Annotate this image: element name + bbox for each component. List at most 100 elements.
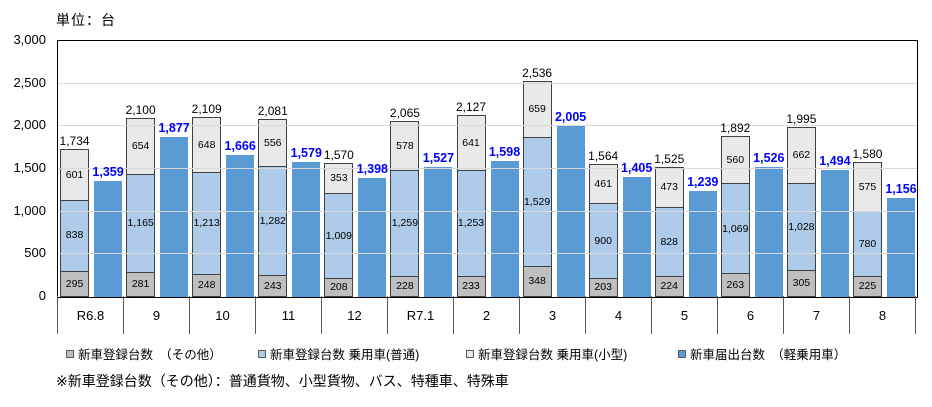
legend-item: 新車届出台数 （軽乗用車）	[678, 344, 846, 363]
bar-segment-top: 575	[853, 163, 881, 211]
stacked-bar: 1,525 473 828 224	[654, 152, 684, 297]
bar-segment-middle: 1,529	[523, 137, 551, 266]
total-label: 2,536	[522, 66, 553, 80]
x-axis-label: 7	[783, 296, 849, 334]
bar-segment-top: 641	[457, 116, 485, 170]
segment-value-label: 1,009	[325, 229, 352, 242]
stacked-bar: 1,570 353 1,009 208	[324, 148, 354, 297]
reported-value-label: 1,666	[224, 139, 256, 153]
category-column: 2,065 578 1,259 228 1,527	[388, 41, 454, 297]
bar-segment-middle: 838	[61, 199, 89, 271]
y-axis: 0 500 1,000 1,500 2,000 2,500 3,000	[0, 0, 50, 407]
x-axis-label: 3	[519, 296, 585, 334]
segment-value-label: 1,069	[722, 222, 749, 235]
reported-value-label: 1,598	[488, 145, 521, 159]
stacked-bar: 2,127 641 1,253 233	[456, 100, 486, 297]
category-column: 1,564 461 900 203 1,405	[587, 41, 653, 297]
category-column: 2,109 648 1,213 248 1,666	[190, 41, 256, 297]
bar-segment-middle: 1,028	[787, 183, 815, 270]
y-axis-label: 0	[38, 288, 46, 303]
bar-segment-bottom: 348	[523, 265, 551, 296]
bar-segment-bottom: 208	[325, 277, 353, 296]
bar-segment-middle: 1,282	[259, 166, 287, 275]
segment-value-label: 1,213	[193, 217, 220, 230]
total-label: 1,734	[59, 134, 90, 148]
gridline	[58, 253, 917, 255]
segment-value-label: 1,028	[788, 220, 815, 233]
category-column: 1,892 560 1,069 263 1,526	[719, 41, 785, 297]
bar-segment-middle: 828	[655, 207, 683, 277]
segment-value-label: 601	[65, 168, 84, 181]
category-column: 1,570 353 1,009 208 1,398	[322, 41, 388, 297]
category-column: 1,525 473 828 224 1,239	[653, 41, 719, 297]
bar-segment-middle: 1,253	[457, 169, 485, 276]
segment-value-label: 900	[594, 234, 612, 247]
total-label: 1,995	[786, 112, 817, 126]
segment-value-label: 473	[660, 181, 678, 194]
x-axis: R6.8 9 10 11 12 R7.1 2 3 4 5 6 7 8	[57, 296, 916, 334]
total-label: 1,580	[852, 147, 883, 161]
bar-segment-bottom: 203	[589, 278, 617, 297]
legend-label: 新車登録台数 乗用車(普通)	[270, 348, 420, 362]
bar-segment-top: 648	[193, 118, 221, 173]
bar-segment-bottom: 281	[127, 271, 155, 296]
reported-value-label: 1,526	[753, 151, 785, 165]
gridline	[58, 125, 917, 127]
legend-label: 新車登録台数 乗用車(小型)	[478, 348, 628, 362]
stacked-bar: 2,065 578 1,259 228	[390, 106, 420, 297]
bar-segment-middle: 1,009	[325, 193, 353, 278]
bar-segment-bottom: 228	[391, 276, 419, 296]
segment-value-label: 1,253	[457, 216, 485, 229]
stacked-bar: 2,081 556 1,282 243	[258, 104, 288, 297]
x-axis-label: 9	[123, 296, 189, 334]
bar-segment-top: 654	[127, 119, 155, 174]
unit-label: 単位：台	[56, 12, 116, 28]
reported-value-label: 1,405	[621, 161, 653, 175]
reported-value-label: 1,494	[819, 154, 851, 168]
total-label: 1,892	[720, 121, 751, 135]
y-axis-label: 2,500	[13, 74, 46, 90]
segment-value-label: 295	[65, 277, 84, 290]
segment-value-label: 654	[131, 140, 150, 152]
total-label: 1,564	[588, 149, 619, 163]
bar-segment-middle: 1,069	[721, 183, 749, 274]
bar-segment-bottom: 224	[655, 276, 683, 296]
reported-bar: 1,494	[819, 154, 851, 297]
total-label: 1,570	[323, 148, 354, 162]
reported-bar: 1,359	[92, 165, 124, 297]
stacked-bar: 1,734 601 838 295	[60, 134, 90, 297]
gridline	[58, 168, 917, 169]
stacked-bar: 1,892 560 1,069 263	[720, 121, 750, 297]
bar-segment-bottom: 233	[457, 275, 485, 296]
x-axis-label: R7.1	[387, 296, 453, 334]
bar-segment-middle: 900	[589, 203, 617, 279]
segment-value-label: 1,165	[127, 216, 154, 229]
bar-segment-middle: 1,213	[193, 172, 221, 275]
x-axis-label: 6	[717, 296, 783, 334]
segment-value-label: 248	[197, 279, 216, 292]
category-column: 2,100 654 1,165 281 1,877	[124, 41, 190, 297]
segment-value-label: 225	[858, 280, 877, 293]
reported-bar: 1,877	[158, 121, 190, 297]
segment-value-label: 461	[594, 177, 612, 190]
bar-segment-top: 659	[523, 82, 551, 138]
legend: 新車登録台数 （その他） 新車登録台数 乗用車(普通) 新車登録台数 乗用車(小型)…	[0, 344, 932, 362]
segment-value-label: 560	[726, 153, 745, 166]
bar-segment-top: 473	[655, 168, 683, 208]
total-label: 2,127	[455, 100, 487, 114]
x-axis-label: 11	[255, 296, 321, 334]
legend-marker-icon	[66, 349, 74, 358]
reported-bar: 1,398	[357, 162, 388, 297]
reported-bar: 1,405	[621, 161, 652, 297]
bar-segment-top: 461	[589, 165, 617, 204]
bar-segment-bottom: 263	[721, 273, 749, 296]
reported-value-label: 1,398	[356, 162, 388, 176]
total-label: 2,109	[191, 102, 222, 116]
total-label: 2,065	[389, 106, 420, 120]
segment-value-label: 1,529	[523, 195, 551, 208]
bar-segment-bottom: 295	[61, 270, 89, 296]
segment-value-label: 578	[396, 139, 414, 152]
total-label: 2,081	[257, 104, 288, 118]
bar-segment-bottom: 248	[193, 274, 221, 297]
